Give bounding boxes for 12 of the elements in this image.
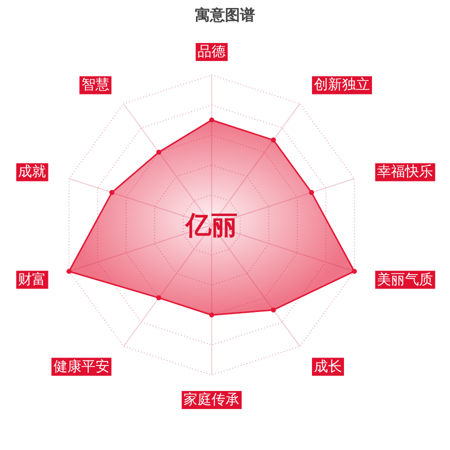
spoke-label: 家庭传承 xyxy=(184,392,240,408)
chart-title: 寓意图谱 xyxy=(195,6,255,24)
spoke-label: 成长 xyxy=(314,358,342,375)
spoke-label: 智慧 xyxy=(81,77,110,94)
spoke-label: 美丽气质 xyxy=(377,272,434,288)
spoke-label: 创新独立 xyxy=(314,77,370,94)
spoke-label: 健康平安 xyxy=(53,358,110,375)
spoke-label: 财富 xyxy=(18,272,46,288)
spoke-label: 品德 xyxy=(198,44,226,60)
spoke-label: 幸福快乐 xyxy=(377,164,434,180)
spoke-label: 成就 xyxy=(18,164,46,180)
text: 亿丽 xyxy=(184,211,238,241)
